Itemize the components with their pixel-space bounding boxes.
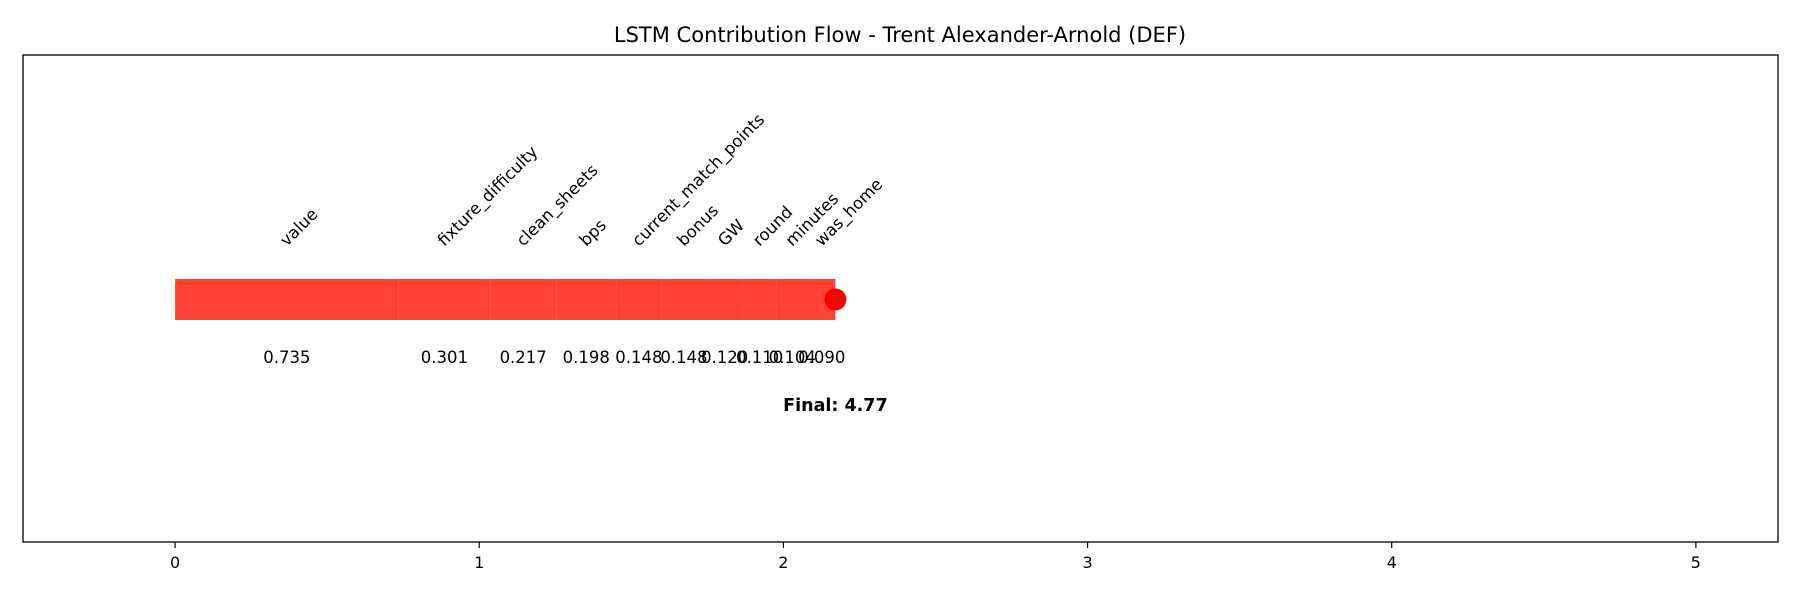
- contribution-bar-fixture_difficulty: [398, 279, 491, 320]
- final-score-label: Final: 4.77: [783, 396, 888, 416]
- x-tick-label: 0: [170, 553, 180, 572]
- contribution-bar-bonus: [661, 279, 707, 320]
- value-label: 0.735: [263, 348, 310, 367]
- x-tick-label: 4: [1387, 553, 1397, 572]
- value-label: 0.120: [701, 348, 748, 367]
- contribution-bars: [175, 279, 836, 320]
- value-label: 0.104: [769, 348, 816, 367]
- contribution-bar-bps: [556, 279, 617, 320]
- contribution-bar-GW: [706, 279, 743, 320]
- feature-label: value: [276, 205, 321, 250]
- value-label: 0.301: [421, 348, 468, 367]
- value-label: 0.090: [798, 348, 845, 367]
- value-label: 0.148: [660, 348, 707, 367]
- x-tick-label: 2: [778, 553, 788, 572]
- value-label: 0.198: [563, 348, 610, 367]
- x-axis: 0 1 2 3 4 5: [170, 542, 1701, 572]
- contribution-bar-value: [175, 279, 399, 320]
- contribution-bar-current_match_points: [616, 279, 662, 320]
- contribution-bar-round: [742, 279, 777, 320]
- feature-label: bps: [576, 216, 610, 250]
- value-label: 0.148: [615, 348, 662, 367]
- feature-label: GW: [714, 216, 748, 250]
- value-label: 0.217: [500, 348, 547, 367]
- x-tick-label: 3: [1082, 553, 1092, 572]
- final-endpoint-marker: [824, 288, 847, 311]
- contribution-bar-clean_sheets: [490, 279, 557, 320]
- chart-title: LSTM Contribution Flow - Trent Alexander…: [614, 23, 1186, 47]
- x-tick-label: 1: [474, 553, 484, 572]
- plot-area-frame: [22, 54, 1779, 543]
- value-labels: 0.735 0.301 0.217 0.198 0.1480.1480.1200.110…: [263, 348, 845, 367]
- x-tick-label: 5: [1691, 553, 1701, 572]
- contribution-bar-minutes: [776, 279, 809, 320]
- value-label: 0.110: [736, 348, 783, 367]
